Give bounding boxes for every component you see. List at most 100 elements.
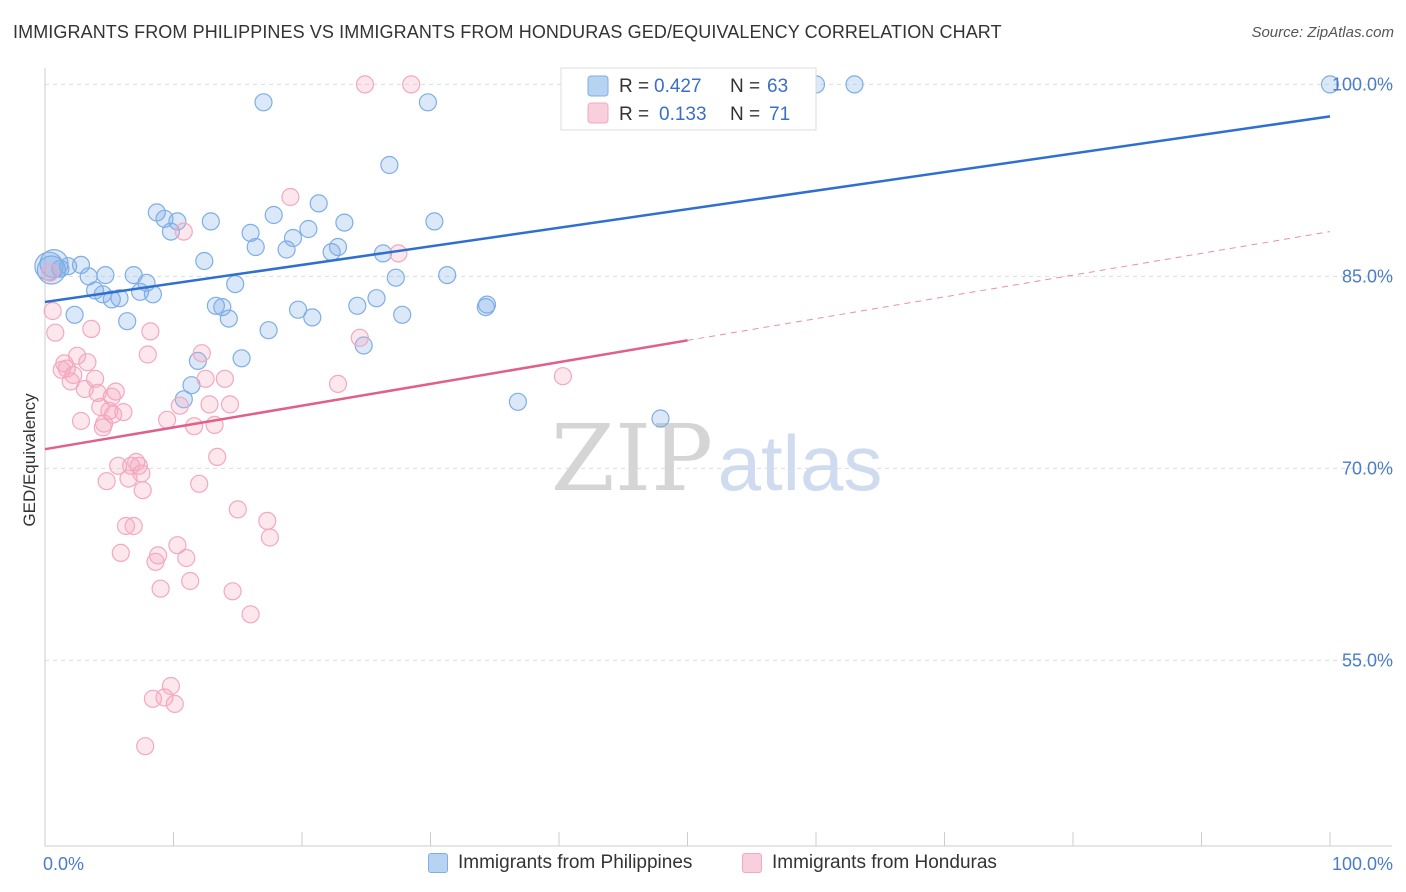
x-tick-label: 0.0% [43,854,84,874]
philippines-point [1320,75,1340,94]
y-tick-label: 55.0% [1342,650,1393,670]
philippines-point [102,290,121,309]
y-tick-label: 85.0% [1342,266,1393,286]
honduras-point [260,528,279,547]
philippines-point [418,93,437,112]
watermark-zip: ZIP [551,405,713,512]
honduras-point [553,367,573,386]
legend-n-value-honduras: 71 [769,104,790,125]
watermark-atlas: atlas [718,419,883,507]
y-axis-label: GED/Equivalency [20,393,39,527]
legend-r-value-philippines: 0.427 [654,76,702,97]
honduras-point [228,500,247,519]
honduras-point [281,187,300,207]
honduras-point [165,694,184,714]
honduras-point [71,411,91,431]
honduras-point [158,410,177,429]
source-label: Source: ZipAtlas.com [1251,24,1394,41]
honduras-point [88,383,107,402]
legend-n-label-philippines: N = [730,76,760,97]
legend-item-honduras: Immigrants from Honduras [742,852,997,874]
philippines-point [335,213,354,232]
legend-swatch-honduras [587,102,609,124]
honduras-point [181,571,200,591]
honduras-point [389,244,408,263]
philippines-point [277,240,296,259]
philippines-point [380,155,399,175]
honduras-point [155,688,174,707]
x-tick-label: 100.0% [1332,854,1393,874]
philippines-point [65,305,84,324]
philippines-point [651,409,670,428]
data-points [34,75,1340,756]
philippines-point [161,222,180,241]
honduras-point [192,344,211,363]
honduras-point [67,346,87,365]
philippines-point [206,296,225,315]
philippines-point [201,212,220,231]
honduras-point [149,546,168,565]
legend-r-label-honduras: R = [619,104,649,125]
philippines-point [299,219,318,239]
philippines-point [367,289,386,308]
philippines-point [232,349,251,368]
honduras-point [215,369,234,388]
honduras-point [258,511,277,531]
philippines-point [425,212,444,231]
philippines-point [283,228,303,248]
honduras-point [241,605,260,624]
philippines-point [259,321,278,340]
legend-swatch-philippines [587,75,609,97]
honduras-point [43,301,62,321]
philippines-point [58,257,78,276]
honduras-point [402,75,421,94]
philippines-point [96,266,115,285]
legend-r-value-honduras: 0.133 [659,104,707,125]
trend-line-philippines [44,115,1331,304]
honduras-point [97,472,116,491]
honduras-point [82,319,101,338]
honduras-point [200,395,219,414]
philippines-point [289,300,308,319]
philippines-point [438,266,457,285]
trend-line-honduras [44,339,688,451]
philippines-point [477,295,497,314]
honduras-point [114,403,133,422]
honduras-point [170,396,189,415]
philippines-point [213,298,232,317]
philippines-point [348,296,367,315]
series-legend: Immigrants from Philippines Immigrants f… [0,852,1406,878]
honduras-point [151,579,170,598]
philippines-point [219,309,238,328]
honduras-point [177,548,196,568]
legend-item-philippines: Immigrants from Philippines [428,852,692,874]
honduras-point [168,536,187,555]
honduras-point [196,369,215,388]
legend-swatch-honduras-bottom [742,853,762,873]
philippines-point [309,194,328,213]
legend-n-value-philippines: 63 [767,76,788,97]
gridlines [45,83,1392,661]
legend-n-label-honduras: N = [730,104,760,125]
y-tick-label: 100.0% [1332,74,1393,94]
honduras-point [64,365,83,385]
honduras-point [133,481,152,500]
honduras-point [143,689,162,708]
philippines-point [303,308,322,327]
honduras-point [355,75,375,94]
honduras-point [116,516,136,536]
philippines-point [110,289,129,308]
philippines-point [328,237,348,257]
philippines-point [264,205,283,225]
honduras-point [141,322,160,341]
watermark: ZIP atlas [551,405,882,512]
honduras-point [220,395,240,414]
honduras-point [124,516,143,536]
philippines-point [386,268,405,287]
philippines-point [393,305,412,324]
legend-swatch-philippines-bottom [428,853,448,873]
trend-lines [44,115,1331,451]
honduras-point [106,382,125,401]
legend-label-honduras: Immigrants from Honduras [772,852,997,873]
